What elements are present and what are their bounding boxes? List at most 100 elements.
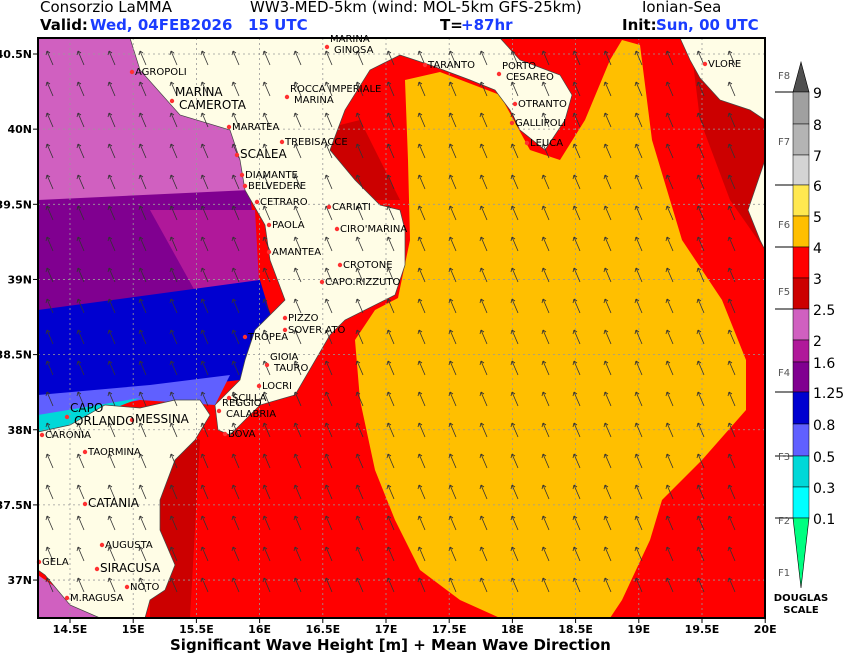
wave-arrow <box>231 484 240 500</box>
wave-arrow <box>45 112 54 128</box>
wave-arrow <box>572 546 581 562</box>
wave-arrow <box>231 112 240 128</box>
wave-arrow <box>479 50 488 66</box>
wave-arrow <box>138 267 147 283</box>
wave-arrow <box>138 143 147 159</box>
wave-arrow <box>76 81 85 97</box>
city-label: LOCRI <box>262 381 292 392</box>
wave-arrow <box>45 484 54 500</box>
wave-arrow <box>696 267 705 283</box>
wave-arrow <box>727 391 736 407</box>
wave-arrow <box>634 329 643 345</box>
legend-level-label: 1.6 <box>813 356 835 372</box>
wave-arrow <box>169 112 178 128</box>
city-dot <box>319 279 325 285</box>
city-dot <box>129 417 135 423</box>
legend-level-label: 2 <box>813 334 822 350</box>
wave-arrow <box>262 453 271 469</box>
wave-arrow <box>107 546 116 562</box>
lon-tick-label: 19.5E <box>685 623 720 636</box>
wave-arrow <box>45 515 54 531</box>
wave-arrow <box>572 360 581 376</box>
wave-arrow <box>107 174 116 190</box>
wave-arrow <box>696 236 705 252</box>
wave-arrow <box>696 515 705 531</box>
wave-arrow <box>448 81 457 97</box>
zone-orange <box>355 40 746 618</box>
wave-arrow <box>541 422 550 438</box>
wave-arrow <box>696 422 705 438</box>
wave-arrow <box>603 81 612 97</box>
wave-arrow <box>448 546 457 562</box>
legend-level-label: 2.5 <box>813 303 835 319</box>
legend-bottom-arrow <box>792 517 810 589</box>
wave-arrow <box>572 143 581 159</box>
wave-arrow <box>200 577 209 593</box>
city-dot <box>64 595 70 601</box>
lon-tick-label: 17E <box>375 623 398 636</box>
wave-arrow <box>696 143 705 159</box>
lat-tick-label: 37N <box>7 574 32 587</box>
init-value: Sun, 00 UTC <box>656 16 759 34</box>
wave-arrow <box>107 515 116 531</box>
wave-arrow <box>231 174 240 190</box>
wave-arrow <box>45 81 54 97</box>
wave-arrow <box>45 143 54 159</box>
wave-arrow <box>510 515 519 531</box>
city-dot <box>226 395 232 401</box>
wave-arrow <box>76 205 85 221</box>
wave-arrow <box>200 546 209 562</box>
wave-arrow <box>696 298 705 314</box>
wave-arrow <box>138 577 147 593</box>
wave-arrow <box>603 236 612 252</box>
wave-arrow <box>448 577 457 593</box>
wave-arrow <box>293 143 302 159</box>
wave-arrow <box>479 391 488 407</box>
city-label: SCILLA <box>232 393 267 404</box>
wave-arrow <box>541 267 550 283</box>
city-dot <box>324 44 330 50</box>
city-label: CARONIA <box>45 430 91 441</box>
wave-arrow <box>45 267 54 283</box>
wave-arrow <box>76 236 85 252</box>
douglas-label: F1 <box>778 568 790 579</box>
wave-arrow <box>572 112 581 128</box>
wave-arrow <box>541 391 550 407</box>
wave-arrow <box>479 546 488 562</box>
wave-arrow <box>231 360 240 376</box>
city-label: MESSINA <box>135 412 190 426</box>
wave-arrow <box>138 360 147 376</box>
wave-arrow <box>200 453 209 469</box>
wave-arrow <box>107 112 116 128</box>
wave-arrow <box>200 329 209 345</box>
legend-level-label: 8 <box>813 118 822 134</box>
wave-arrow <box>324 577 333 593</box>
wave-arrow <box>665 391 674 407</box>
wave-arrow <box>76 50 85 66</box>
wave-arrow <box>169 515 178 531</box>
wave-arrow <box>76 391 85 407</box>
legend-swatch <box>792 423 810 457</box>
wave-arrow <box>138 453 147 469</box>
douglas-label: F5 <box>778 287 790 298</box>
wave-arrow <box>479 577 488 593</box>
init-label: Init: <box>622 16 657 34</box>
wave-arrow <box>76 422 85 438</box>
lat-tick-label: 39.5N <box>0 198 32 211</box>
wave-arrow <box>169 143 178 159</box>
wave-arrow <box>541 50 550 66</box>
wave-arrow <box>603 298 612 314</box>
wave-arrow <box>510 236 519 252</box>
wave-arrow <box>262 360 271 376</box>
city-label: REGGIO CALABRIA <box>222 398 276 420</box>
wave-arrow <box>293 515 302 531</box>
city-label: PORTO CESAREO <box>502 61 554 83</box>
wave-arrow <box>510 205 519 221</box>
wave-arrow <box>386 577 395 593</box>
wave-arrow <box>45 577 54 593</box>
city-dot <box>326 204 332 210</box>
city-label: VLORE <box>708 59 741 70</box>
wave-arrow <box>107 81 116 97</box>
wave-arrow <box>634 577 643 593</box>
wave-arrow <box>169 329 178 345</box>
